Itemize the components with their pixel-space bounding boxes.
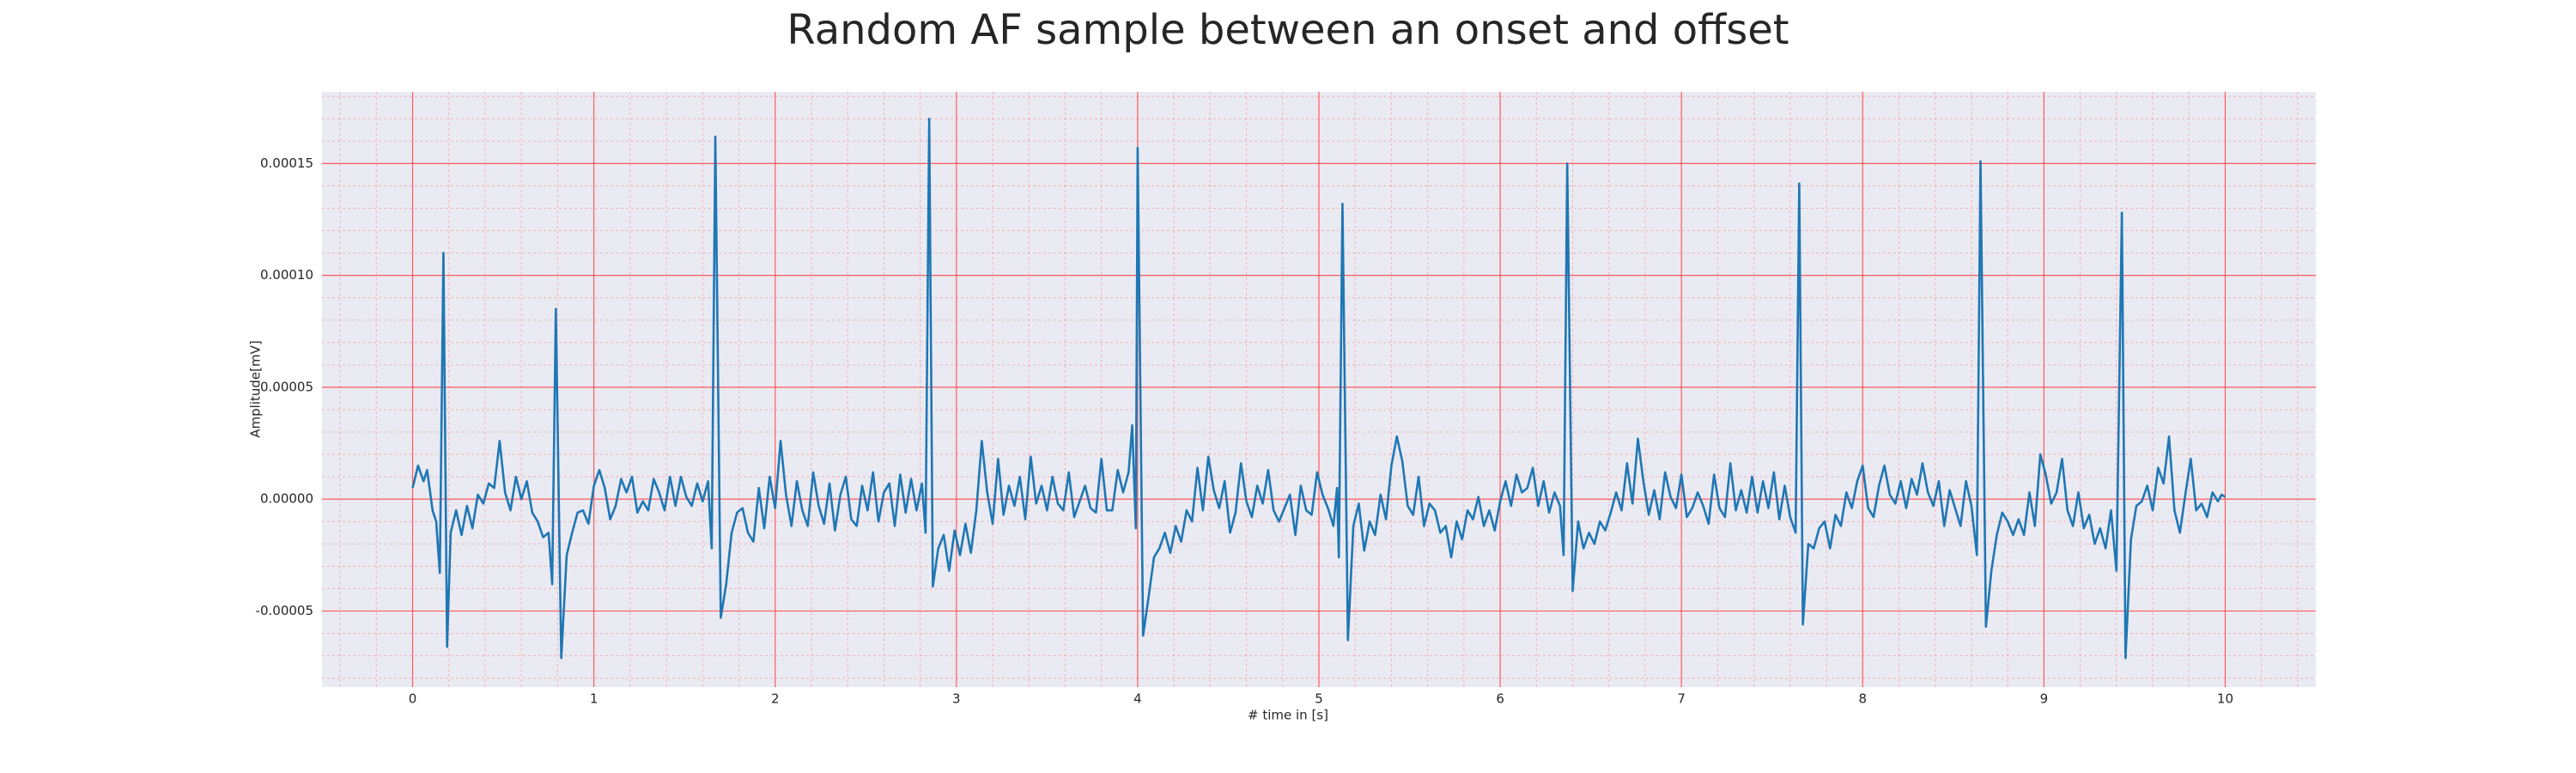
y-tick-label: 0.00015: [260, 155, 313, 171]
y-tick-label: 0.00005: [260, 379, 313, 394]
x-tick-label: 6: [1496, 691, 1504, 707]
x-axis-label: # time in [s]: [1248, 708, 1328, 723]
x-tick-label: 5: [1315, 691, 1323, 707]
x-tick-label: 9: [2040, 691, 2049, 707]
y-tick-label: -0.00005: [256, 603, 313, 618]
x-tick-label: 10: [2217, 691, 2233, 707]
chart-title: Random AF sample between an onset and of…: [787, 6, 1789, 54]
x-tick-label: 4: [1133, 691, 1142, 707]
x-tick-label: 2: [771, 691, 780, 707]
x-tick-label: 8: [1858, 691, 1867, 707]
y-tick-label: 0.00000: [260, 491, 313, 507]
y-tick-label: 0.00010: [260, 267, 313, 283]
x-tick-label: 3: [952, 691, 961, 707]
x-tick-label: 0: [409, 691, 417, 707]
y-axis-label: Amplitude[mV]: [248, 340, 264, 437]
x-tick-label: 1: [590, 691, 598, 707]
signal-line: [411, 117, 2227, 660]
x-tick-label: 7: [1677, 691, 1686, 707]
